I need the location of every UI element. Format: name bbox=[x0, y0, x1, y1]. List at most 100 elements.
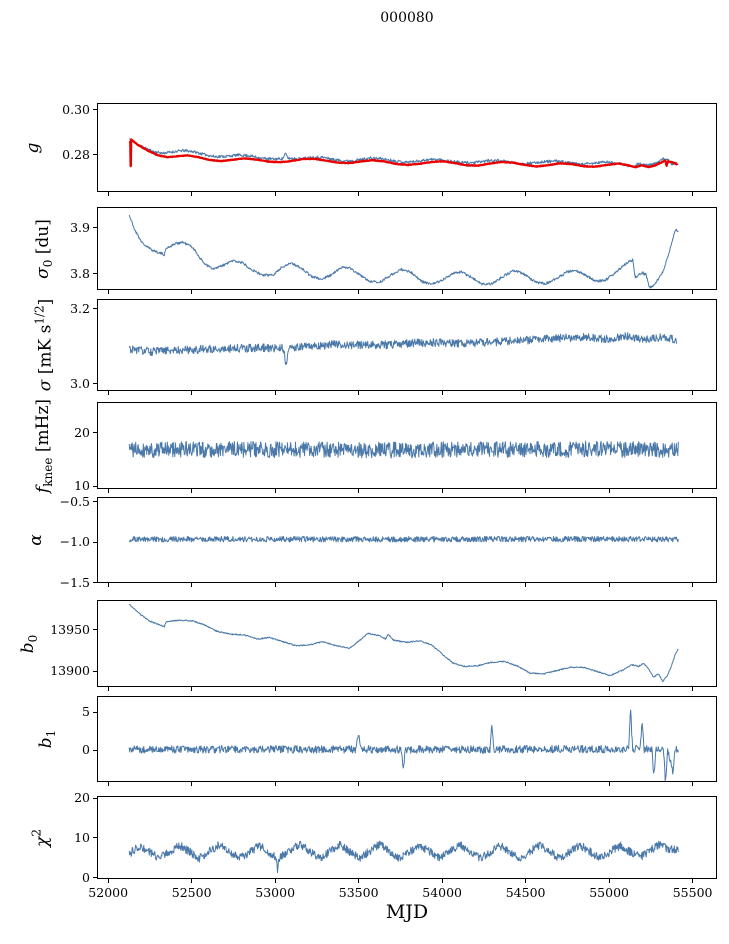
x-tick bbox=[107, 782, 109, 786]
subplot-b1 bbox=[97, 696, 717, 782]
y-tick-label: 3.0 bbox=[70, 375, 90, 391]
y-tick-label: 5 bbox=[82, 704, 90, 720]
x-tick bbox=[608, 687, 610, 691]
y-tick-label: −1.0 bbox=[59, 534, 90, 550]
x-tick-label: 53500 bbox=[338, 885, 379, 900]
x-tick bbox=[107, 879, 109, 883]
y-tick bbox=[93, 797, 97, 799]
x-tick bbox=[692, 489, 694, 493]
y-tick-label: 13900 bbox=[50, 663, 90, 679]
x-tick bbox=[608, 391, 610, 395]
x-tick bbox=[107, 391, 109, 395]
y-tick-label: 3.8 bbox=[70, 265, 90, 281]
alpha-plot-area bbox=[128, 535, 679, 543]
x-tick-label: 54500 bbox=[505, 885, 546, 900]
y-tick bbox=[93, 749, 97, 751]
y-tick-label: 13950 bbox=[50, 621, 90, 637]
sigma0-ylabel: σ0 [du] bbox=[32, 218, 56, 279]
x-tick bbox=[525, 687, 527, 691]
x-tick bbox=[692, 782, 694, 786]
y-tick bbox=[93, 877, 97, 879]
sigma0-series bbox=[128, 214, 679, 289]
sigma-ylabel: σ [mK s1/2] bbox=[32, 298, 56, 392]
b1-series bbox=[128, 709, 679, 781]
x-tick bbox=[191, 391, 193, 395]
y-tick-label: 20 bbox=[74, 790, 90, 806]
x-tick bbox=[441, 687, 443, 691]
chi2-ylabel: χ2 bbox=[29, 828, 53, 847]
x-tick bbox=[107, 687, 109, 691]
b1-ylabel: b1 bbox=[35, 729, 59, 749]
x-tick bbox=[608, 879, 610, 883]
b0-plot-area bbox=[129, 603, 679, 683]
y-tick-label: 10 bbox=[74, 478, 90, 494]
y-tick bbox=[93, 109, 97, 111]
sigma-series bbox=[128, 332, 678, 365]
x-tick bbox=[525, 391, 527, 395]
x-tick bbox=[191, 687, 193, 691]
x-tick bbox=[441, 290, 443, 294]
x-tick-label: 52000 bbox=[88, 885, 129, 900]
x-tick bbox=[525, 192, 527, 196]
x-tick-label: 55500 bbox=[672, 885, 713, 900]
x-tick bbox=[525, 583, 527, 587]
g-ylabel: g bbox=[23, 142, 43, 153]
subplot-sigma bbox=[97, 299, 717, 391]
x-tick bbox=[358, 782, 360, 786]
x-tick bbox=[441, 782, 443, 786]
y-tick bbox=[93, 541, 97, 543]
x-tick bbox=[441, 583, 443, 587]
y-tick bbox=[93, 629, 97, 631]
y-tick bbox=[93, 670, 97, 672]
b0-ylabel: b0 bbox=[17, 634, 41, 653]
x-tick bbox=[358, 687, 360, 691]
x-tick-label: 55000 bbox=[589, 885, 629, 900]
x-tick bbox=[358, 192, 360, 196]
x-tick bbox=[274, 879, 276, 883]
x-tick bbox=[525, 290, 527, 294]
x-tick bbox=[191, 489, 193, 493]
x-tick bbox=[608, 290, 610, 294]
x-tick bbox=[441, 489, 443, 493]
x-tick bbox=[274, 192, 276, 196]
x-tick bbox=[441, 192, 443, 196]
x-tick bbox=[274, 583, 276, 587]
x-tick bbox=[692, 192, 694, 196]
y-tick-label: 0.30 bbox=[62, 101, 90, 117]
subplot-b0 bbox=[97, 600, 717, 687]
x-tick bbox=[608, 192, 610, 196]
x-tick bbox=[191, 583, 193, 587]
chi2-plot-area bbox=[128, 840, 679, 874]
y-tick bbox=[93, 501, 97, 503]
x-tick bbox=[358, 489, 360, 493]
x-tick-label: 54000 bbox=[422, 885, 463, 900]
x-tick bbox=[191, 192, 193, 196]
x-tick bbox=[608, 583, 610, 587]
y-tick bbox=[93, 308, 97, 310]
fknee-ylabel: fknee [mHz] bbox=[32, 398, 56, 493]
x-tick bbox=[358, 290, 360, 294]
x-tick bbox=[525, 879, 527, 883]
fknee-series bbox=[128, 440, 679, 459]
x-tick bbox=[107, 583, 109, 587]
y-tick bbox=[93, 432, 97, 434]
chi2-series bbox=[128, 840, 679, 874]
x-tick bbox=[274, 489, 276, 493]
x-tick bbox=[274, 782, 276, 786]
x-tick bbox=[107, 489, 109, 493]
subplot-alpha bbox=[97, 497, 717, 583]
x-tick bbox=[608, 489, 610, 493]
x-tick bbox=[608, 782, 610, 786]
alpha-series bbox=[128, 535, 679, 543]
figure-title: 000080 bbox=[380, 10, 434, 26]
b0-series bbox=[129, 603, 679, 683]
y-tick-label: 20 bbox=[74, 424, 90, 440]
y-tick-label: 0 bbox=[82, 869, 90, 885]
x-tick bbox=[692, 583, 694, 587]
y-tick-label: −1.5 bbox=[59, 574, 90, 590]
alpha-ylabel: α bbox=[26, 534, 46, 546]
x-tick bbox=[191, 290, 193, 294]
x-tick bbox=[441, 391, 443, 395]
x-tick bbox=[358, 583, 360, 587]
